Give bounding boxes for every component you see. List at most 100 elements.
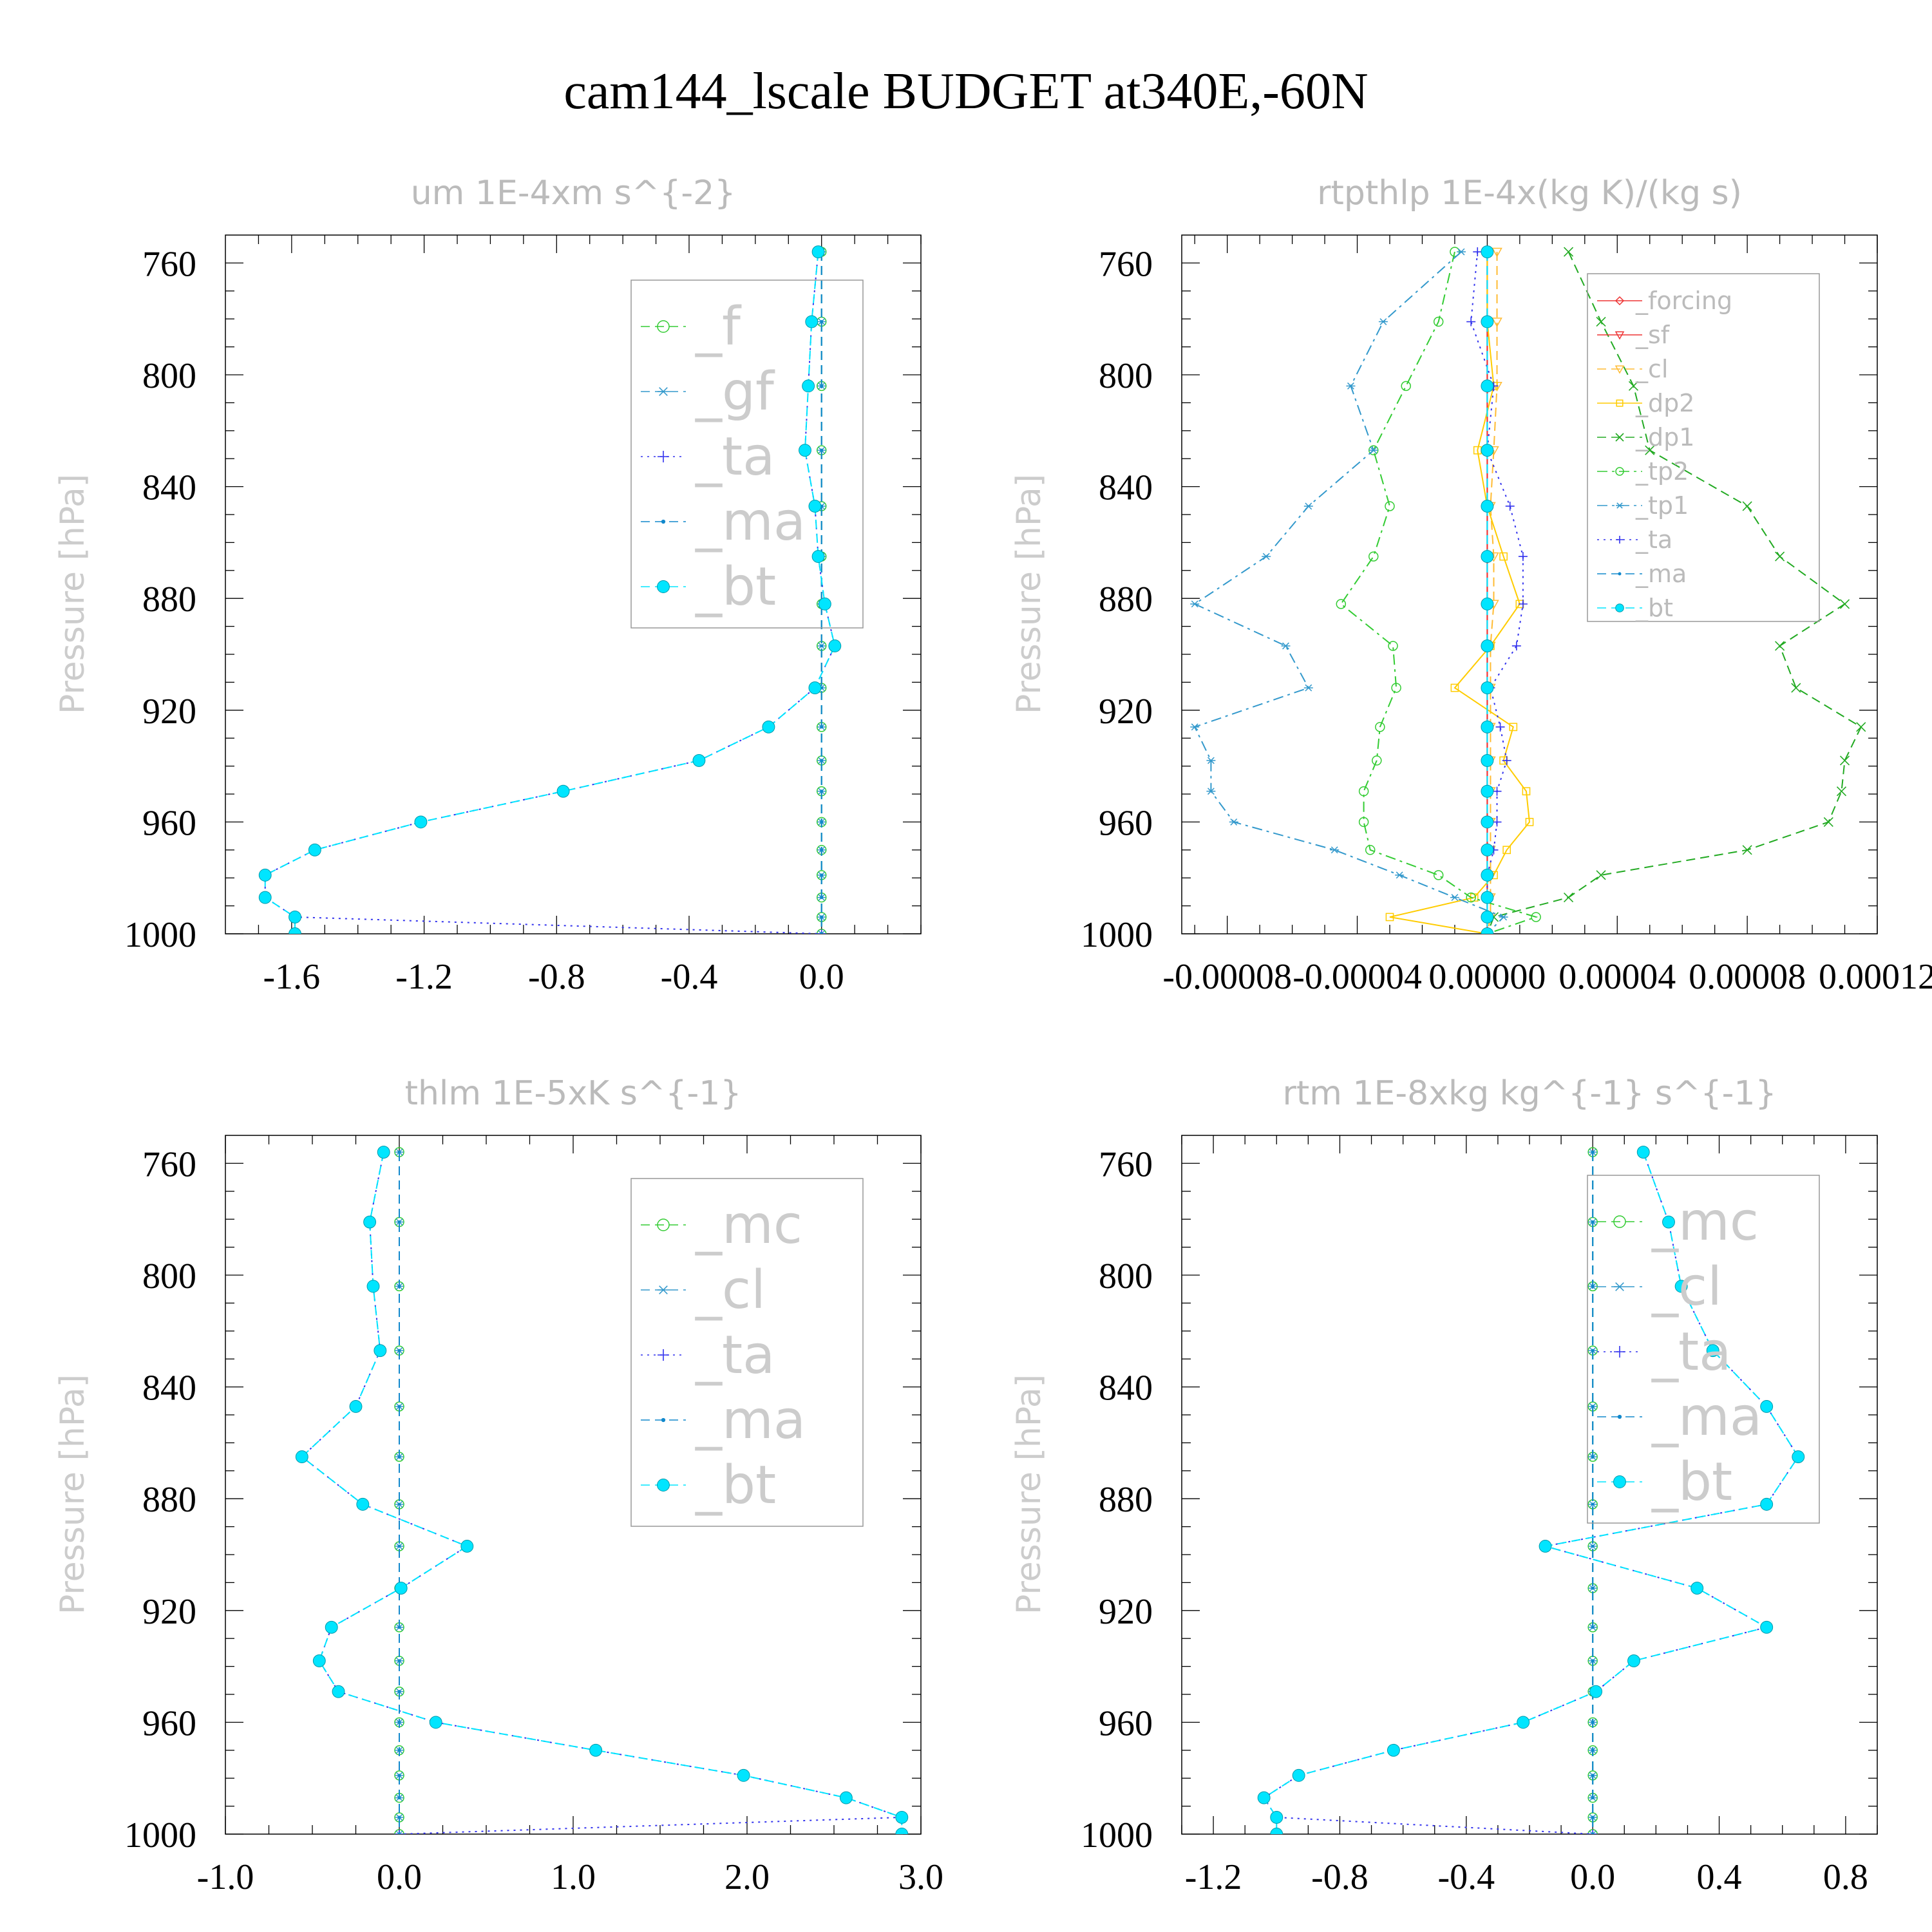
data-point-dp1 xyxy=(1628,381,1639,391)
legend-marker-ta xyxy=(658,451,669,462)
data-point-dp1 xyxy=(1563,893,1574,903)
data-point-cl xyxy=(1588,1830,1598,1834)
data-point-tp1 xyxy=(1206,788,1216,795)
data-point-tp2 xyxy=(1388,641,1398,651)
data-point-ma xyxy=(820,820,824,824)
data-point-ma xyxy=(1591,1405,1595,1408)
data-point-bt xyxy=(308,843,321,857)
data-point-tp2 xyxy=(1391,683,1401,693)
x-tick-label: 1.0 xyxy=(551,1857,596,1897)
data-point-ta xyxy=(1492,786,1502,796)
x-tick-label: 0.00000 xyxy=(1428,957,1546,997)
y-tick-label: 920 xyxy=(142,692,196,732)
legend-marker-ma xyxy=(1618,572,1622,576)
data-point-bt xyxy=(1481,784,1494,798)
data-point-ma xyxy=(820,384,824,388)
plot-frame xyxy=(1181,234,1878,934)
data-point-bt xyxy=(589,1743,603,1757)
data-point-ta xyxy=(395,1830,404,1834)
data-point-bt xyxy=(1292,1768,1305,1782)
data-point-dp1 xyxy=(1791,683,1801,693)
data-point-tp1 xyxy=(1190,600,1200,608)
data-point-tp1 xyxy=(1378,318,1388,325)
x-tick-label: -0.00004 xyxy=(1293,957,1422,997)
data-point-ma xyxy=(397,1502,401,1506)
y-tick-label: 880 xyxy=(1099,580,1153,620)
data-point-tp2 xyxy=(1401,381,1411,392)
data-point-ma xyxy=(820,873,824,877)
legend-marker-cl xyxy=(1614,1282,1625,1291)
series-line-dp1 xyxy=(1486,251,1862,934)
data-point-bt xyxy=(1627,1654,1640,1667)
legend-label-ta: _ta xyxy=(1635,526,1672,554)
data-point-bt xyxy=(366,1280,380,1293)
data-point-bt xyxy=(295,1450,308,1464)
legend-marker-ta xyxy=(1616,536,1624,544)
y-tick-label: 920 xyxy=(1099,1592,1153,1632)
data-point-bt xyxy=(1662,1215,1675,1229)
x-tick-label: 0.0 xyxy=(377,1857,422,1897)
x-tick-label: 0.00008 xyxy=(1689,957,1806,997)
data-point-bt xyxy=(1760,1620,1774,1634)
data-point-ta xyxy=(1518,599,1528,609)
data-point-tp1 xyxy=(1368,446,1378,454)
data-point-dp1 xyxy=(1563,247,1574,257)
legend-label-mc: _mc xyxy=(695,1195,802,1256)
y-tick-label: 760 xyxy=(1099,244,1153,284)
data-point-ma xyxy=(1591,1796,1595,1800)
legend-marker-bt xyxy=(1615,603,1624,612)
legend-label-cl: _cl xyxy=(1651,1256,1722,1318)
y-tick-label: 760 xyxy=(142,244,196,284)
data-point-bt xyxy=(1706,1344,1719,1358)
legend-marker-ma xyxy=(1617,1414,1622,1419)
data-point-bt xyxy=(1481,815,1494,829)
legend-marker-ta xyxy=(658,1349,669,1361)
data-point-ta xyxy=(1466,317,1476,327)
data-point-dp1 xyxy=(1823,817,1833,827)
x-tick-label: -0.00008 xyxy=(1162,957,1292,997)
figure-title: cam144_lscale BUDGET at340E,-60N xyxy=(564,63,1368,120)
data-point-dp1 xyxy=(1645,445,1655,455)
data-point-bt xyxy=(377,1146,390,1159)
data-point-ma xyxy=(1591,1625,1595,1629)
data-point-tp2 xyxy=(1385,501,1395,511)
panel-title: rtpthlp 1E-4x(kg K)/(kg s) xyxy=(1317,174,1742,213)
data-point-bt xyxy=(363,1215,377,1229)
data-point-tp2 xyxy=(1368,551,1379,562)
series-line-ta xyxy=(301,1151,902,1834)
data-point-ta xyxy=(1511,641,1521,650)
legend-marker-tp2 xyxy=(1615,467,1624,476)
y-tick-label: 920 xyxy=(1099,692,1153,732)
y-tick-label: 920 xyxy=(142,1592,196,1632)
data-point-ma xyxy=(397,1284,401,1288)
data-point-ta xyxy=(1518,552,1528,562)
data-point-bt xyxy=(1481,927,1494,934)
data-point-bt xyxy=(1674,1280,1688,1293)
x-tick-label: -1.6 xyxy=(263,957,321,997)
data-point-ma xyxy=(820,848,824,852)
data-point-ma xyxy=(1591,1502,1595,1506)
data-point-bt xyxy=(1481,597,1494,611)
data-point-bt xyxy=(349,1400,363,1413)
data-point-bt xyxy=(1257,1791,1271,1804)
data-point-bt xyxy=(808,500,822,513)
data-point-bt xyxy=(258,891,272,904)
data-point-cl xyxy=(1492,317,1502,328)
legend-label-ma: _ma xyxy=(1635,560,1687,588)
data-point-bt xyxy=(895,1811,909,1824)
legend-box xyxy=(630,1178,864,1527)
data-point-ma xyxy=(1591,1544,1595,1548)
data-point-ma xyxy=(1591,1455,1595,1459)
data-point-dp2 xyxy=(1522,787,1531,796)
data-point-bt xyxy=(1636,1146,1650,1159)
y-tick-label: 760 xyxy=(142,1144,196,1184)
data-point-bt xyxy=(258,868,272,882)
legend-label-gf: _gf xyxy=(695,361,775,422)
y-tick-label: 760 xyxy=(1099,1144,1153,1184)
y-tick-label: 960 xyxy=(142,1703,196,1743)
data-point-bt xyxy=(762,720,775,734)
data-point-bt xyxy=(799,444,811,457)
data-point-bt xyxy=(737,1768,750,1782)
data-point-ma xyxy=(397,1659,401,1663)
y-tick-label: 840 xyxy=(142,1368,196,1408)
